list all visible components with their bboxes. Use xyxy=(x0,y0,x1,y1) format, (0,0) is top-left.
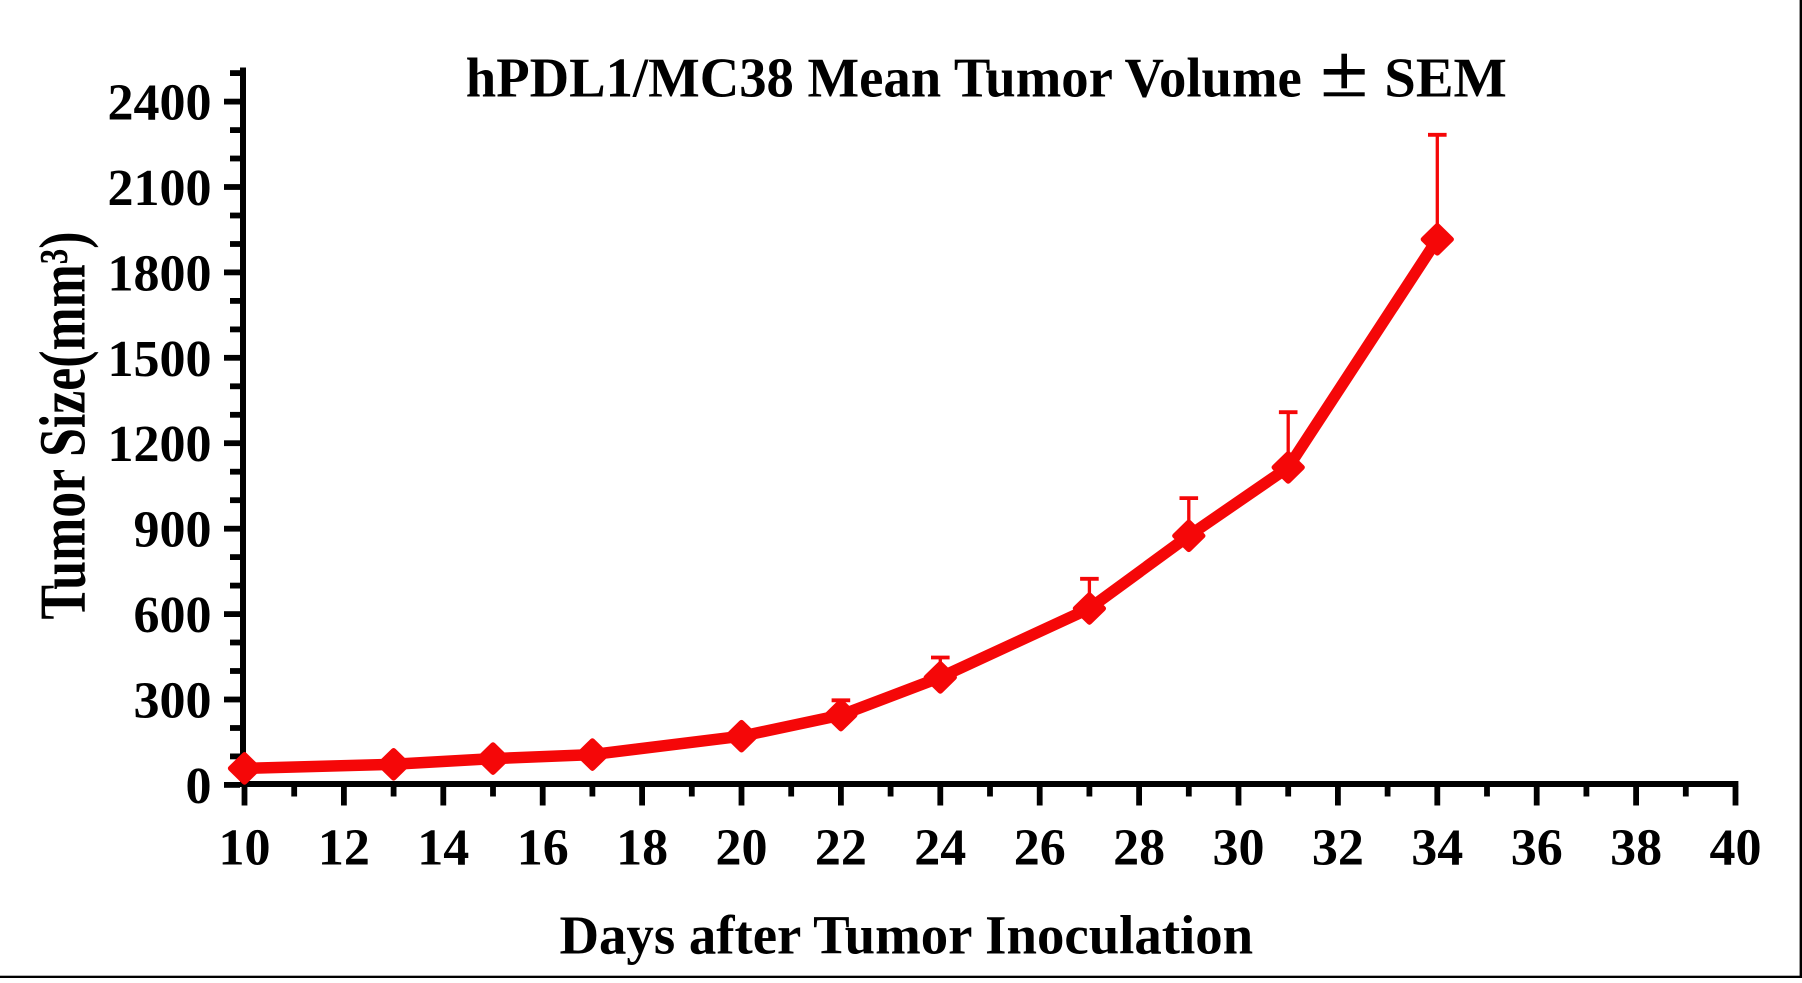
svg-text:2400: 2400 xyxy=(108,75,212,132)
svg-text:30: 30 xyxy=(1213,820,1265,877)
svg-text:Tumor Size(mm³): Tumor Size(mm³) xyxy=(27,232,100,620)
svg-text:38: 38 xyxy=(1610,820,1662,877)
svg-text:1800: 1800 xyxy=(108,245,212,302)
svg-text:10: 10 xyxy=(219,820,271,877)
svg-text:20: 20 xyxy=(716,820,768,877)
svg-text:28: 28 xyxy=(1113,820,1165,877)
svg-text:0: 0 xyxy=(186,758,212,815)
svg-text:40: 40 xyxy=(1710,820,1762,877)
svg-text:34: 34 xyxy=(1411,820,1463,877)
svg-text:300: 300 xyxy=(134,673,212,730)
svg-text:600: 600 xyxy=(134,587,212,644)
svg-text:36: 36 xyxy=(1511,820,1563,877)
svg-text:32: 32 xyxy=(1312,820,1364,877)
svg-text:22: 22 xyxy=(815,820,867,877)
svg-text:18: 18 xyxy=(616,820,668,877)
svg-text:26: 26 xyxy=(1014,820,1066,877)
svg-text:14: 14 xyxy=(417,820,469,877)
svg-text:24: 24 xyxy=(914,820,966,877)
svg-text:SEM: SEM xyxy=(1384,48,1506,110)
svg-text:Days after Tumor Inoculation: Days after Tumor Inoculation xyxy=(559,905,1253,966)
svg-text:16: 16 xyxy=(517,820,569,877)
svg-text:900: 900 xyxy=(134,502,212,559)
svg-text:1200: 1200 xyxy=(108,416,212,473)
svg-text:hPDL1/MC38 Mean Tumor Volume: hPDL1/MC38 Mean Tumor Volume xyxy=(466,48,1302,110)
svg-text:2100: 2100 xyxy=(108,160,212,217)
svg-text:12: 12 xyxy=(318,820,370,877)
svg-text:1500: 1500 xyxy=(108,331,212,388)
